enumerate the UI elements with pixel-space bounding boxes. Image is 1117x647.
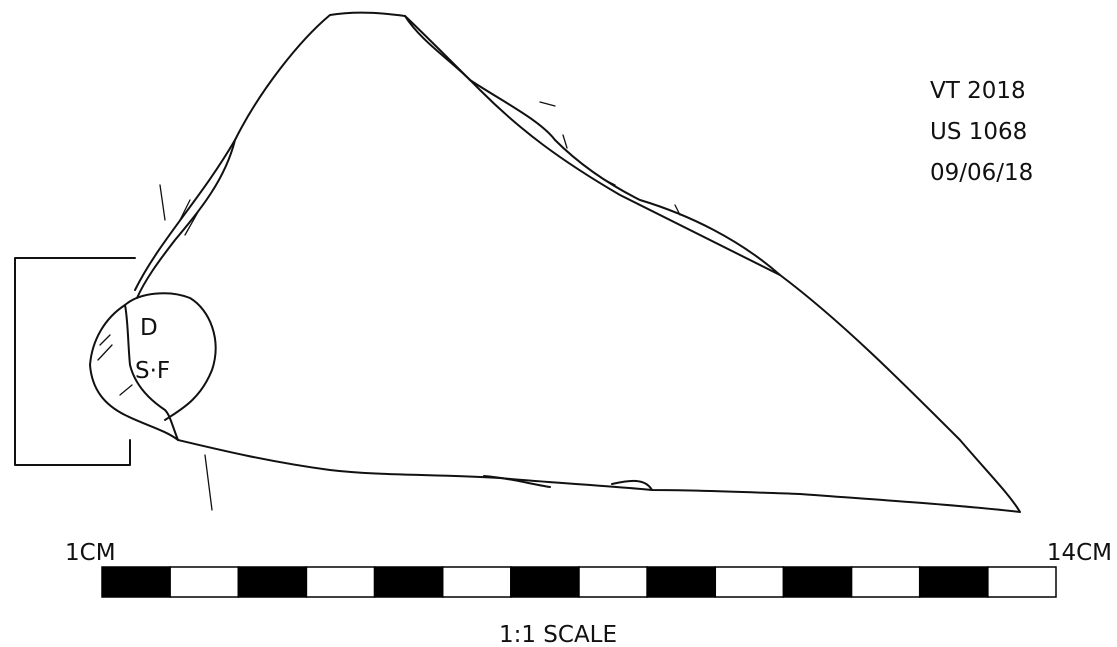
stamp-outline: [124, 292, 217, 421]
stamp-top: D: [140, 315, 158, 341]
scale-segment: [237, 566, 308, 598]
flake: [89, 304, 179, 441]
scale-segment: [714, 566, 785, 598]
scale-caption: 1:1 SCALE: [499, 622, 617, 647]
label-line: US 1068: [930, 119, 1027, 145]
scale-segment: [305, 566, 376, 598]
artifact-edge: [483, 475, 653, 491]
scale-segment: [646, 566, 717, 598]
stamp-bottom: S·F: [135, 358, 170, 384]
label-line: 09/06/18: [930, 160, 1033, 186]
scale-segment: [101, 566, 171, 598]
scale-segment: [373, 566, 444, 598]
scale-end: 14CM: [1047, 540, 1112, 566]
label-line: VT 2018: [930, 78, 1026, 104]
scale-bar: [101, 566, 1057, 598]
artifact-outline: [134, 11, 1021, 513]
tag-outline: [14, 257, 136, 466]
scale-segment: [441, 566, 512, 598]
scale-segment: [987, 566, 1057, 598]
scale-segment: [850, 566, 921, 598]
scale-segment: [169, 566, 240, 598]
scale-segment: [510, 566, 580, 598]
scale-segment: [578, 566, 648, 598]
artifact-edge: [404, 15, 781, 276]
scale-segment: [782, 566, 853, 598]
scale-start: 1CM: [65, 540, 116, 566]
hatch: [97, 101, 681, 511]
artifact-edge: [136, 139, 236, 299]
scale-segment: [918, 566, 989, 598]
